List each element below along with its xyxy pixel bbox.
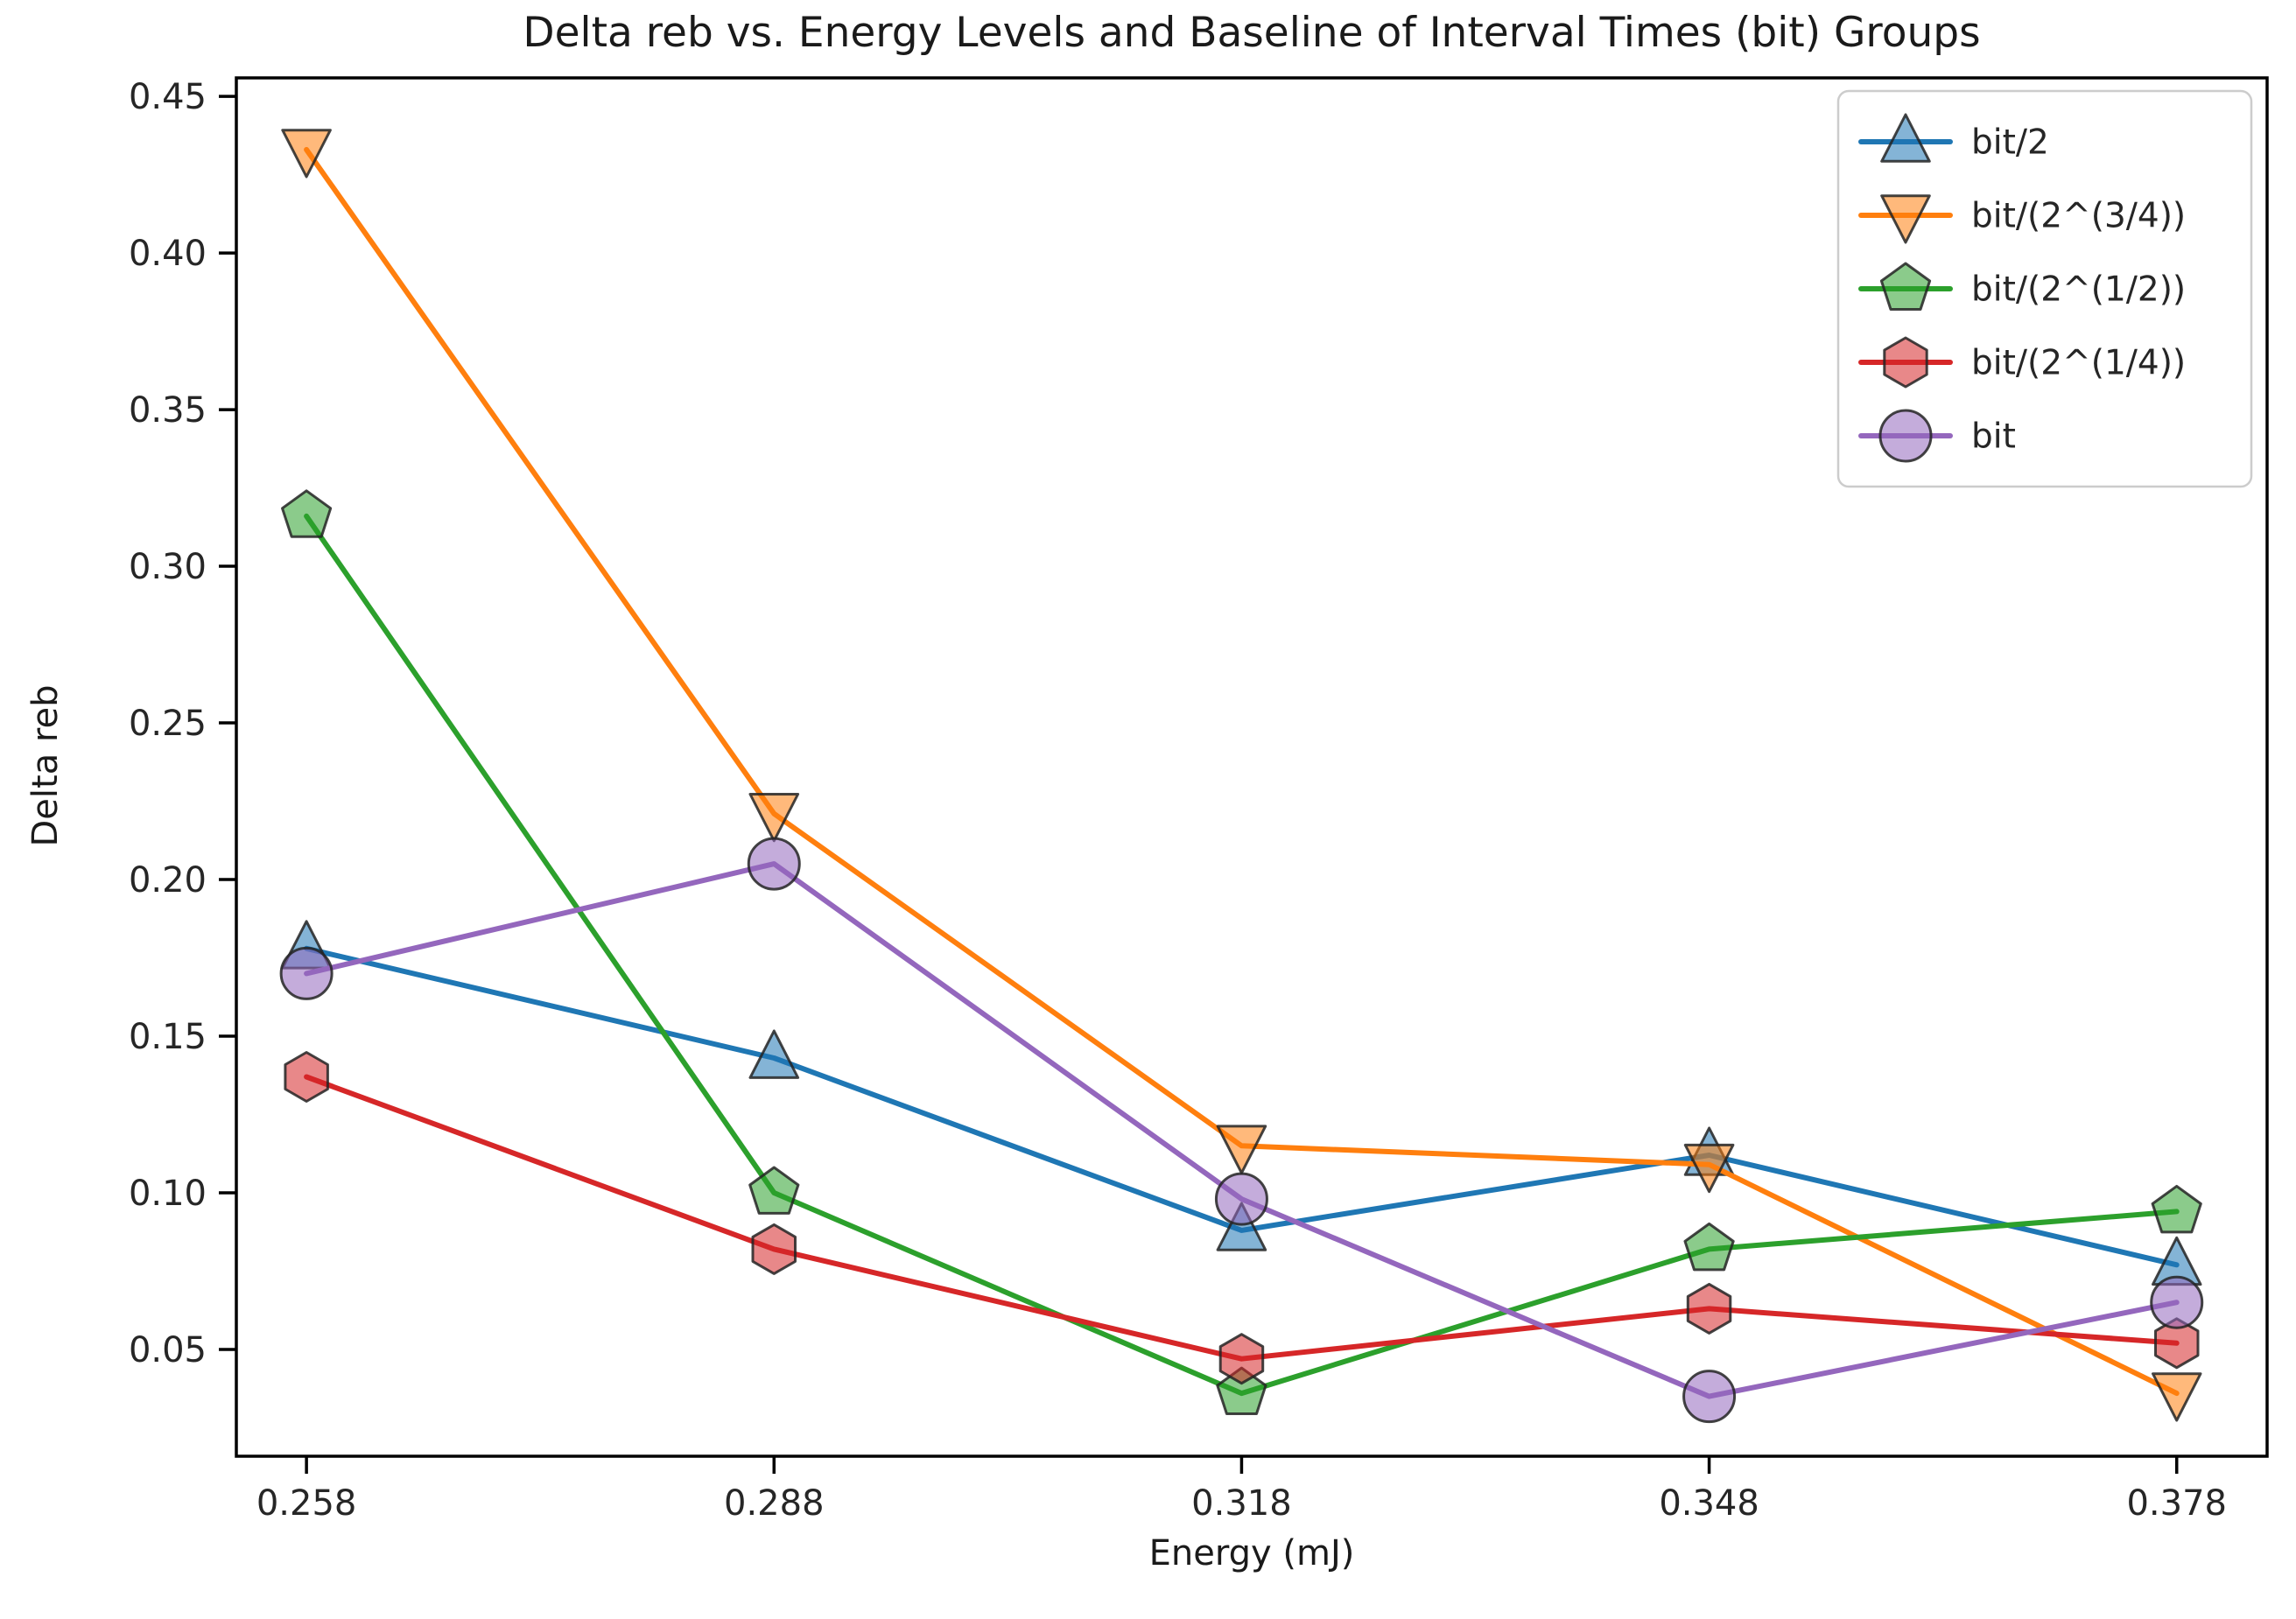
y-tick-label: 0.10 [129, 1174, 207, 1214]
x-tick-label: 0.288 [724, 1483, 825, 1524]
series-bit-2-1-4- [284, 1051, 2200, 1385]
data-point-marker [2151, 1184, 2202, 1234]
x-tick-label: 0.318 [1191, 1483, 1292, 1524]
data-point-marker [281, 129, 332, 179]
data-point-marker [1216, 1202, 1267, 1251]
legend-label: bit [1971, 417, 2016, 457]
legend-marker-circle [1878, 409, 1933, 463]
series-bit-2-1-2- [281, 489, 2202, 1415]
data-point-marker [2154, 1317, 2200, 1370]
data-point-marker [1683, 1222, 1735, 1272]
data-point-marker [748, 793, 800, 843]
data-point-marker [1214, 1172, 1268, 1226]
series-bit-2 [281, 920, 2202, 1286]
y-tick-label: 0.25 [129, 704, 207, 744]
data-point-marker [1682, 1370, 1737, 1424]
data-point-marker [2152, 1372, 2202, 1422]
y-tick-label: 0.35 [129, 390, 207, 431]
legend-label: bit/(2^(1/2)) [1971, 270, 2186, 310]
data-point-marker [751, 1223, 797, 1275]
data-point-marker [1216, 1366, 1267, 1415]
y-axis-label: Delta reb [25, 684, 66, 847]
legend-marker-hexagon [1883, 336, 1928, 389]
y-tick-label: 0.15 [129, 1017, 207, 1057]
x-axis-label: Energy (mJ) [1148, 1533, 1355, 1573]
legend-entry: bit/(2^(1/2)) [1858, 262, 2186, 311]
chart-title: Delta reb vs. Energy Levels and Baseline… [523, 9, 1981, 57]
x-tick-label: 0.258 [256, 1483, 357, 1524]
legend-marker-triangle-up [1880, 113, 1931, 163]
data-point-marker [748, 1029, 800, 1079]
legend-marker-pentagon [1879, 262, 1932, 311]
legend-marker-triangle-down [1880, 194, 1931, 244]
data-point-marker [2150, 1275, 2204, 1329]
y-tick-label: 0.40 [129, 234, 207, 274]
x-tick-label: 0.378 [2126, 1483, 2227, 1524]
legend-label: bit/(2^(3/4)) [1971, 197, 2186, 236]
legend-label: bit/2 [1971, 123, 2049, 163]
y-tick-label: 0.20 [129, 860, 207, 901]
legend-entry: bit [1858, 409, 2016, 463]
legend-box [1836, 89, 2253, 488]
data-point-marker [1218, 1333, 1265, 1385]
data-point-marker [747, 837, 801, 891]
series-bit [279, 837, 2204, 1424]
legend: bit/2 bit/(2^(3/4)) bit/(2^(1/2)) bit/(2^(1… [1836, 89, 2253, 488]
y-tick-label: 0.30 [129, 547, 207, 587]
legend-label: bit/(2^(1/4)) [1971, 344, 2186, 383]
data-point-marker [1216, 1125, 1267, 1174]
y-tick-label: 0.05 [129, 1330, 207, 1370]
data-point-marker [1683, 1143, 1735, 1194]
plot-frame [235, 76, 2269, 1458]
legend-entry: bit/(2^(3/4)) [1858, 194, 2186, 244]
data-point-marker [281, 489, 333, 538]
data-point-marker [748, 1166, 800, 1215]
legend-entry: bit/2 [1858, 113, 2049, 163]
series-bit-2-3-4- [281, 129, 2202, 1422]
y-tick-label: 0.45 [129, 77, 207, 117]
data-point-marker [284, 1051, 329, 1103]
data-point-marker [279, 946, 334, 1000]
data-point-marker [1686, 1282, 1732, 1335]
legend-entry: bit/(2^(1/4)) [1858, 336, 2186, 389]
x-tick-label: 0.348 [1659, 1483, 1759, 1524]
series-line [304, 513, 2180, 1397]
